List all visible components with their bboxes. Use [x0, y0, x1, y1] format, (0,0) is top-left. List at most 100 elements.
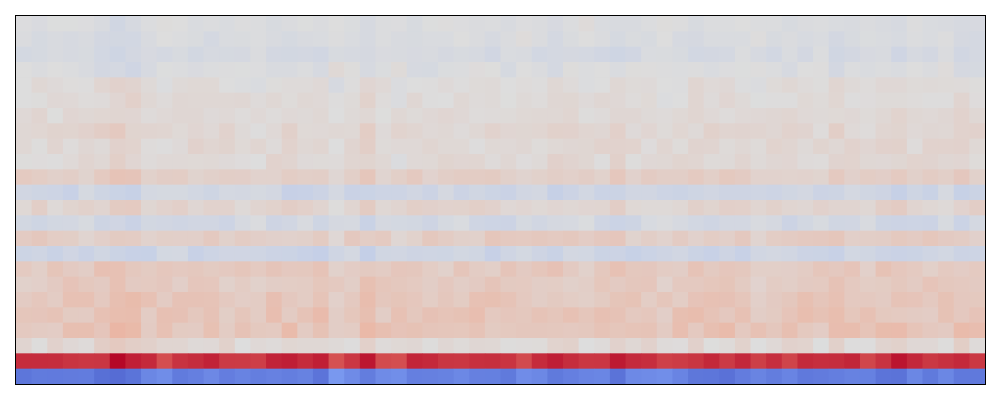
heatmap-cell	[359, 292, 377, 308]
heatmap-cell	[328, 368, 345, 385]
heatmap-cell	[187, 46, 205, 63]
heatmap-cell	[422, 123, 439, 140]
heatmap-cell	[141, 77, 158, 94]
heatmap-cell	[719, 368, 736, 385]
heatmap-cell	[641, 353, 658, 370]
heatmap-cell	[141, 200, 158, 216]
heatmap-cell	[922, 292, 939, 308]
heatmap-cell	[484, 184, 502, 201]
heatmap-cell	[516, 62, 533, 78]
heatmap-cell	[156, 123, 173, 140]
heatmap-cell	[359, 276, 377, 293]
heatmap-cell	[813, 230, 830, 247]
heatmap-cell	[156, 108, 173, 124]
heatmap-cell	[531, 123, 548, 140]
heatmap-cell	[156, 261, 173, 278]
heatmap-cell	[609, 138, 627, 155]
heatmap-cell	[312, 246, 330, 262]
heatmap-cell	[266, 322, 283, 339]
heatmap-cell	[547, 154, 564, 170]
heatmap-cell	[734, 184, 752, 201]
heatmap-cell	[469, 200, 486, 216]
heatmap-cell	[31, 215, 48, 232]
heatmap-cell	[813, 46, 830, 63]
heatmap-cell	[234, 46, 252, 63]
heatmap-cell	[828, 292, 845, 308]
heatmap-cell	[484, 322, 502, 339]
heatmap-cell	[672, 123, 689, 140]
heatmap-cell	[719, 230, 736, 247]
heatmap-cell	[906, 154, 924, 170]
heatmap-cell	[750, 77, 767, 94]
heatmap-cell	[125, 77, 142, 94]
heatmap-cell	[641, 77, 658, 94]
heatmap-cell	[766, 276, 783, 293]
heatmap-cell	[125, 261, 142, 278]
heatmap-cell	[422, 16, 439, 32]
heatmap-cell	[875, 138, 892, 155]
heatmap-cell	[719, 92, 736, 109]
heatmap-cell	[203, 322, 220, 339]
heatmap-cell	[422, 215, 439, 232]
heatmap-cell	[953, 62, 970, 78]
heatmap-cell	[500, 154, 517, 170]
heatmap-cell	[828, 353, 845, 370]
heatmap-cell	[172, 292, 189, 308]
heatmap-cell	[734, 169, 752, 186]
heatmap-cell	[859, 338, 877, 354]
heatmap-cell	[62, 123, 80, 140]
heatmap-cell	[922, 16, 939, 32]
heatmap-cell	[250, 368, 267, 385]
heatmap-cell	[16, 92, 33, 109]
heatmap-cell	[594, 338, 611, 354]
heatmap-cell	[297, 353, 314, 370]
heatmap-cell	[172, 154, 189, 170]
heatmap-cell	[688, 154, 705, 170]
heatmap-cell	[875, 184, 892, 201]
heatmap-cell	[766, 322, 783, 339]
heatmap-cell	[328, 77, 345, 94]
heatmap-cell	[766, 184, 783, 201]
heatmap-cell	[938, 353, 955, 370]
heatmap-cell	[172, 108, 189, 124]
heatmap-cell	[359, 246, 377, 262]
heatmap-cell	[906, 46, 924, 63]
heatmap-cell	[594, 368, 611, 385]
heatmap-cell	[375, 16, 392, 32]
heatmap-cell	[141, 154, 158, 170]
heatmap-cell	[656, 184, 674, 201]
heatmap-cell	[406, 138, 423, 155]
heatmap-cell	[891, 108, 908, 124]
heatmap-cell	[187, 154, 205, 170]
heatmap-cell	[922, 230, 939, 247]
heatmap-cell	[375, 138, 392, 155]
heatmap-cell	[422, 353, 439, 370]
heatmap-cell	[437, 230, 455, 247]
heatmap-cell	[766, 353, 783, 370]
heatmap-cell	[875, 108, 892, 124]
heatmap-cell	[297, 230, 314, 247]
heatmap-cell	[828, 31, 845, 48]
heatmap-cell	[563, 353, 580, 370]
heatmap-cell	[109, 138, 126, 155]
heatmap-cell	[359, 307, 377, 324]
heatmap-cell	[156, 246, 173, 262]
heatmap-cell	[141, 169, 158, 186]
heatmap-cell	[391, 276, 408, 293]
heatmap-cell	[281, 200, 298, 216]
heatmap-cell	[328, 92, 345, 109]
heatmap-cell	[469, 276, 486, 293]
heatmap-cell	[594, 322, 611, 339]
heatmap-cell	[750, 46, 767, 63]
heatmap-cell	[406, 246, 423, 262]
heatmap-cell	[953, 292, 970, 308]
heatmap-cell	[828, 169, 845, 186]
heatmap-cell	[62, 215, 80, 232]
heatmap-cell	[578, 230, 595, 247]
heatmap-cell	[844, 230, 861, 247]
heatmap-cell	[953, 169, 970, 186]
heatmap-cell	[484, 368, 502, 385]
heatmap-cell	[109, 353, 126, 370]
heatmap-cell	[938, 154, 955, 170]
heatmap-cell	[31, 31, 48, 48]
